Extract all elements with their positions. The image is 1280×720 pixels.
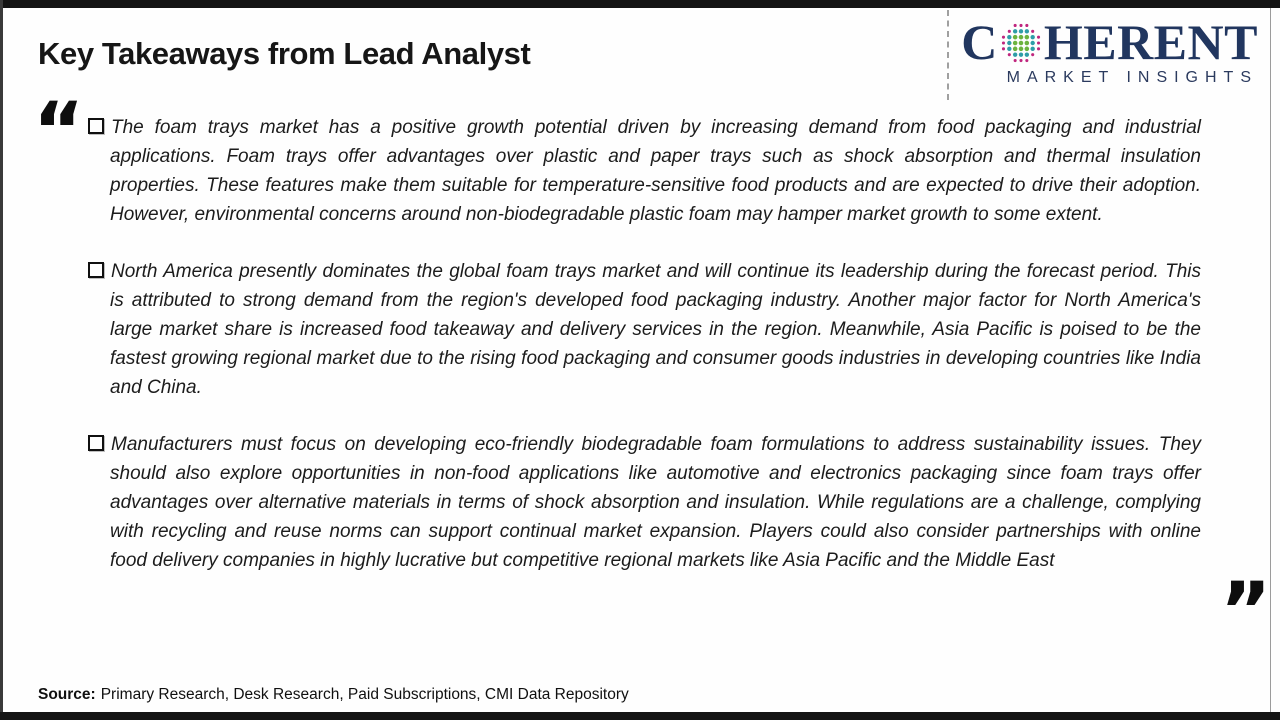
key-takeaways-list: The foam trays market has a positive gro… <box>88 113 1201 603</box>
left-border-line <box>0 0 3 720</box>
list-item: The foam trays market has a positive gro… <box>88 113 1201 229</box>
right-border-line <box>1270 8 1271 712</box>
logo-tagline: MARKET INSIGHTS <box>1006 69 1258 86</box>
top-border-bar <box>0 0 1280 8</box>
source-label: Source: <box>38 686 96 703</box>
square-bullet-icon <box>88 435 104 451</box>
bullet-text: The foam trays market has a positive gro… <box>110 117 1201 225</box>
list-item: Manufacturers must focus on developing e… <box>88 430 1201 575</box>
open-quote-icon: “ <box>33 87 85 177</box>
list-item: North America presently dominates the gl… <box>88 257 1201 402</box>
source-text: Primary Research, Desk Research, Paid Su… <box>100 686 629 703</box>
coherent-logo: C HERENT MARKET INSIGHTS <box>961 16 1258 87</box>
page-title: Key Takeaways from Lead Analyst <box>38 36 531 71</box>
square-bullet-icon <box>88 118 104 134</box>
logo-wordmark: C HERENT <box>961 16 1258 68</box>
logo-letters-herent: HERENT <box>1043 14 1258 70</box>
bullet-text: Manufacturers must focus on developing e… <box>110 434 1201 571</box>
bottom-border-bar <box>0 712 1280 720</box>
logo-letter-c: C <box>961 14 998 70</box>
source-line: Source: Primary Research, Desk Research, … <box>38 686 629 704</box>
header-divider-dashed-line <box>947 10 949 100</box>
close-quote-icon: ” <box>1220 567 1272 657</box>
dotted-globe-o-icon <box>1000 21 1042 63</box>
square-bullet-icon <box>88 262 104 278</box>
bullet-text: North America presently dominates the gl… <box>110 261 1201 398</box>
